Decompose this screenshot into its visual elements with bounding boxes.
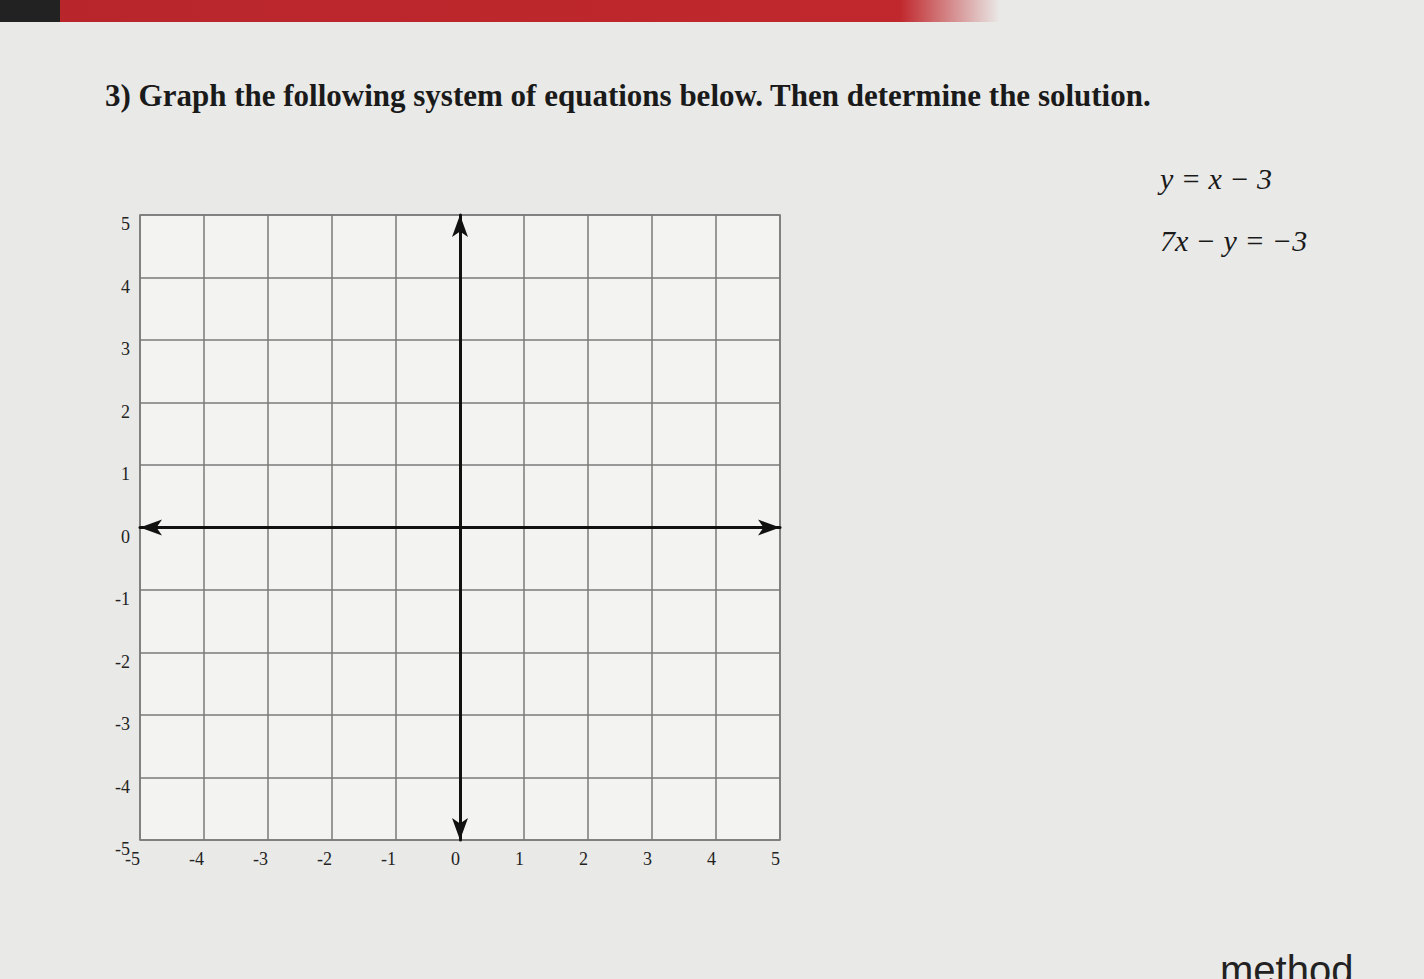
svg-text:-5: -5 <box>125 849 140 869</box>
svg-text:3: 3 <box>643 849 652 869</box>
svg-text:5: 5 <box>771 849 780 869</box>
html-text:7x − y = −3: 7x − y = −3 <box>1160 224 1308 257</box>
svg-text:4: 4 <box>707 849 716 869</box>
svg-text:-1: -1 <box>115 589 130 609</box>
svg-text:-1: -1 <box>381 849 396 869</box>
svg-text:0: 0 <box>121 527 130 547</box>
svg-text:-4: -4 <box>115 777 130 797</box>
svg-text:2: 2 <box>579 849 588 869</box>
html-text:y = x − 3: y = x − 3 <box>1160 162 1273 195</box>
svg-text:-3: -3 <box>253 849 268 869</box>
svg-text:-2: -2 <box>317 849 332 869</box>
svg-text:1: 1 <box>121 464 130 484</box>
svg-text:-3: -3 <box>115 714 130 734</box>
svg-text:5: 5 <box>121 214 130 234</box>
svg-text:-2: -2 <box>115 652 130 672</box>
svg-text:-4: -4 <box>189 849 204 869</box>
html-text:3) Graph the following system: 3) Graph the following system of equatio… <box>105 78 1151 113</box>
svg-text:-5: -5 <box>115 839 130 859</box>
svg-text:3: 3 <box>121 339 130 359</box>
svg-text:2: 2 <box>121 402 130 422</box>
svg-text:1: 1 <box>515 849 524 869</box>
svg-text:4: 4 <box>121 277 130 297</box>
svg-text:0: 0 <box>451 849 460 869</box>
